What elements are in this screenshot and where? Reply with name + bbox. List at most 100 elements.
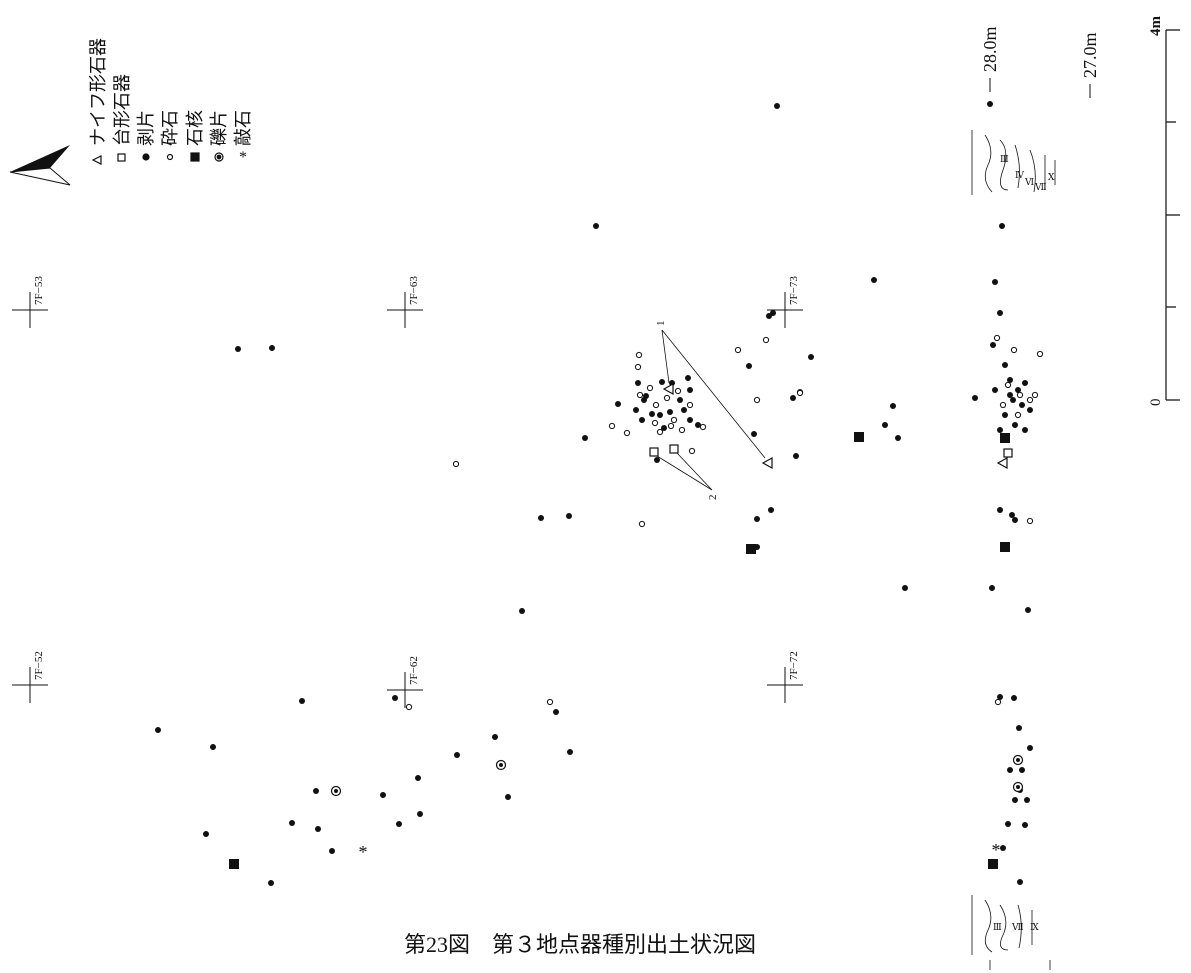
chip bbox=[999, 401, 1007, 409]
flake bbox=[1022, 380, 1028, 386]
pebble-fragment-core bbox=[334, 789, 338, 793]
flake bbox=[417, 811, 423, 817]
chip bbox=[651, 419, 659, 427]
layer-label: Ⅳ bbox=[1015, 170, 1025, 180]
layer-label: Ⅶ bbox=[1034, 182, 1047, 192]
chip bbox=[405, 703, 413, 711]
flake bbox=[1007, 392, 1013, 398]
flake bbox=[380, 792, 386, 798]
flake bbox=[203, 831, 209, 837]
flake bbox=[997, 694, 1003, 700]
flake bbox=[766, 313, 772, 319]
flake bbox=[902, 585, 908, 591]
flake bbox=[1007, 767, 1013, 773]
chip bbox=[753, 396, 761, 404]
chip bbox=[1004, 381, 1012, 389]
flake bbox=[492, 734, 498, 740]
grid-label: 7F−72 bbox=[788, 651, 800, 680]
legend-item: ナイフ形石器 bbox=[88, 38, 108, 146]
chip bbox=[686, 401, 694, 409]
scale-bar bbox=[1165, 29, 1180, 401]
north-arrow bbox=[9, 145, 71, 186]
trapezoid-tool bbox=[1003, 448, 1013, 458]
flake bbox=[992, 279, 998, 285]
artifacts: * * bbox=[155, 101, 1044, 886]
chip bbox=[636, 391, 644, 399]
flake bbox=[1002, 362, 1008, 368]
flake bbox=[289, 820, 295, 826]
flake bbox=[210, 744, 216, 750]
flake bbox=[1012, 797, 1018, 803]
flake bbox=[505, 794, 511, 800]
knife-tool bbox=[662, 382, 674, 396]
elevation-label: 27.0m bbox=[1080, 32, 1100, 78]
flake bbox=[329, 848, 335, 854]
flake bbox=[667, 409, 673, 415]
chip bbox=[1014, 411, 1022, 419]
chip bbox=[674, 387, 682, 395]
flake bbox=[1017, 879, 1023, 885]
flake bbox=[1012, 422, 1018, 428]
flake bbox=[990, 342, 996, 348]
flake bbox=[1011, 695, 1017, 701]
chip bbox=[638, 520, 646, 528]
chip bbox=[1026, 517, 1034, 525]
pebble-fragment-core bbox=[1016, 785, 1020, 789]
flake bbox=[1019, 402, 1025, 408]
flake bbox=[396, 821, 402, 827]
hammerstone: * bbox=[359, 842, 368, 862]
core bbox=[1000, 542, 1010, 552]
flake bbox=[1002, 412, 1008, 418]
elevation-label: 28.0m bbox=[980, 26, 1000, 72]
chip bbox=[993, 334, 1001, 342]
chip bbox=[1026, 396, 1034, 404]
flake bbox=[768, 507, 774, 513]
flake bbox=[659, 379, 665, 385]
flake bbox=[639, 417, 645, 423]
leader-lines bbox=[656, 329, 766, 491]
flake bbox=[392, 695, 398, 701]
chip bbox=[663, 394, 671, 402]
chip bbox=[734, 346, 742, 354]
chip bbox=[546, 698, 554, 706]
flake bbox=[677, 397, 683, 403]
flake bbox=[997, 427, 1003, 433]
flake bbox=[593, 223, 599, 229]
flake bbox=[654, 457, 660, 463]
elevation-ticks bbox=[989, 78, 1091, 98]
flake bbox=[746, 363, 752, 369]
flake bbox=[895, 435, 901, 441]
layer-label: Ⅲ bbox=[993, 922, 1002, 932]
legend-item: 剥片 bbox=[136, 110, 156, 146]
core bbox=[1000, 433, 1010, 443]
flake bbox=[1022, 822, 1028, 828]
core bbox=[854, 432, 864, 442]
chip bbox=[667, 422, 675, 430]
flake bbox=[582, 435, 588, 441]
chip bbox=[623, 429, 631, 437]
layer-label: Ⅵ bbox=[1024, 177, 1034, 187]
flake bbox=[1007, 377, 1013, 383]
legend-symbols: * bbox=[91, 149, 247, 166]
flake bbox=[871, 277, 877, 283]
flake bbox=[997, 507, 1003, 513]
chip bbox=[635, 351, 643, 359]
flake bbox=[1010, 397, 1016, 403]
chip bbox=[1036, 350, 1044, 358]
layer-label: Ⅹ bbox=[1048, 172, 1055, 182]
grid-label: 7F−63 bbox=[408, 276, 420, 305]
hammerstone: * bbox=[992, 840, 1001, 860]
flake bbox=[1027, 745, 1033, 751]
flake bbox=[155, 727, 161, 733]
flake bbox=[649, 411, 655, 417]
layer-label: Ⅲ bbox=[1000, 154, 1009, 164]
flake bbox=[519, 608, 525, 614]
chip bbox=[634, 363, 642, 371]
flake bbox=[1024, 797, 1030, 803]
layer-label: Ⅸ bbox=[1030, 922, 1039, 932]
trapezoid-tool bbox=[649, 447, 659, 457]
flake bbox=[1005, 821, 1011, 827]
flake bbox=[793, 453, 799, 459]
chip bbox=[762, 336, 770, 344]
